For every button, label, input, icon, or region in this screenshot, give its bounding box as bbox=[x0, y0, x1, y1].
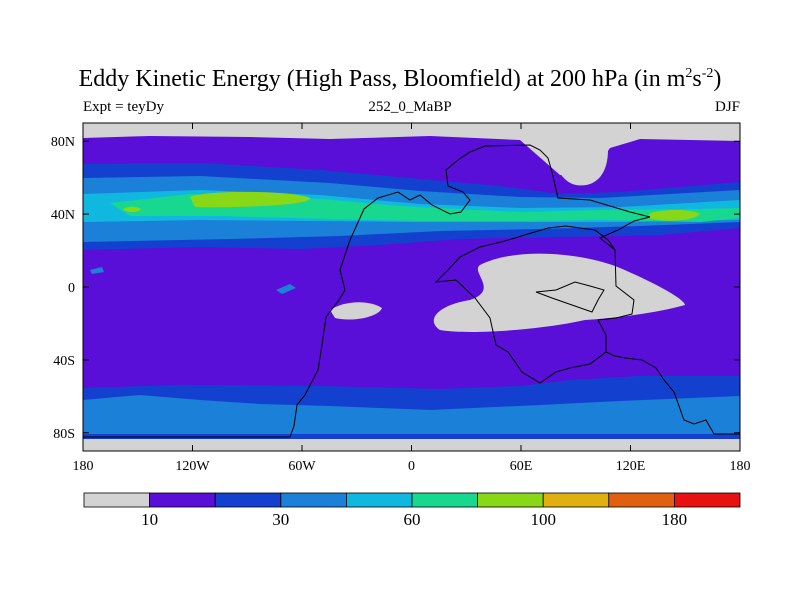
x-tick-label: 60W bbox=[288, 459, 316, 474]
colorbar-label: 10 bbox=[141, 510, 158, 529]
band-bottom-strip bbox=[83, 434, 740, 439]
run-label: 252_0_MaBP bbox=[368, 99, 452, 115]
colorbar-swatch bbox=[477, 492, 544, 508]
x-tick-label: 180 bbox=[730, 459, 751, 474]
contour-fill-layer bbox=[83, 123, 740, 451]
y-axis: 80N 40N 0 40S 80S bbox=[51, 135, 740, 442]
y-tick-label: 0 bbox=[68, 281, 75, 296]
band-90-120-patch bbox=[123, 206, 141, 212]
season-label: DJF bbox=[714, 99, 740, 115]
low-value-arctic bbox=[548, 123, 740, 186]
continent-outline bbox=[83, 144, 740, 438]
band-20-40-south bbox=[83, 395, 740, 434]
experiment-label: Expt = teyDy bbox=[83, 99, 164, 115]
low-value-equatorial bbox=[433, 253, 685, 332]
y-tick-label: 80S bbox=[53, 427, 75, 442]
colorbar-swatch bbox=[674, 492, 741, 508]
colorbar-label: 30 bbox=[272, 510, 289, 529]
colorbar-swatch bbox=[149, 492, 216, 508]
x-tick-label: 60E bbox=[510, 459, 533, 474]
colorbar-swatch bbox=[608, 492, 675, 508]
colorbar-label: 100 bbox=[530, 510, 556, 529]
band-90-120-pacific bbox=[648, 210, 700, 221]
colorbar-swatch bbox=[83, 492, 150, 508]
x-tick-label: 180 bbox=[73, 459, 94, 474]
colorbar: 10 30 60 100 180 bbox=[83, 492, 741, 529]
x-tick-label: 0 bbox=[408, 459, 415, 474]
colorbar-label: 180 bbox=[662, 510, 688, 529]
y-tick-label: 40S bbox=[53, 354, 75, 369]
low-value-atlantic bbox=[330, 302, 382, 320]
x-tick-label: 120W bbox=[175, 459, 210, 474]
colorbar-swatch bbox=[345, 492, 413, 508]
colorbar-swatch bbox=[411, 492, 478, 508]
y-tick-label: 80N bbox=[51, 135, 75, 150]
colorbar-swatch bbox=[214, 492, 282, 508]
x-axis: 180 120W 60W 0 60E 120E 180 bbox=[73, 123, 751, 474]
band-90-120-atlantic bbox=[190, 191, 311, 208]
colorbar-swatch bbox=[542, 492, 610, 508]
x-tick-label: 120E bbox=[616, 459, 646, 474]
y-tick-label: 40N bbox=[51, 208, 75, 223]
chart-title: Eddy Kinetic Energy (High Pass, Bloomfie… bbox=[78, 66, 722, 92]
colorbar-label: 60 bbox=[404, 510, 421, 529]
colorbar-swatch bbox=[280, 492, 347, 508]
